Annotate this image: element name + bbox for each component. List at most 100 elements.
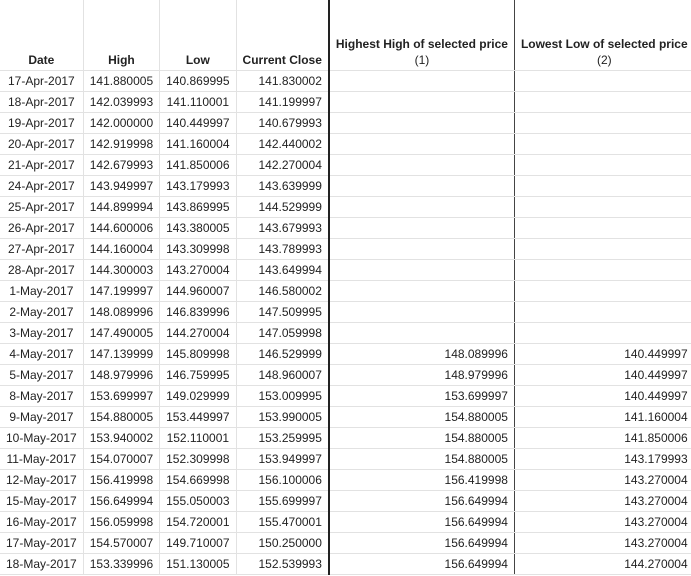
cell-low[interactable]: 140.869995 — [159, 70, 237, 92]
cell-highest-high[interactable] — [328, 196, 515, 218]
cell-close[interactable]: 142.440002 — [236, 133, 330, 155]
cell-highest-high[interactable] — [328, 322, 515, 344]
header-highest-high[interactable]: Highest High of selected price (1) — [328, 0, 515, 71]
cell-lowest-low[interactable] — [514, 70, 691, 92]
cell-highest-high[interactable]: 156.649994 — [328, 553, 515, 575]
cell-lowest-low[interactable] — [514, 91, 691, 113]
cell-close[interactable]: 153.949997 — [236, 448, 330, 470]
cell-date[interactable]: 4-May-2017 — [0, 343, 84, 365]
cell-lowest-low[interactable] — [514, 322, 691, 344]
cell-close[interactable]: 152.539993 — [236, 553, 330, 575]
cell-highest-high[interactable] — [328, 301, 515, 323]
cell-lowest-low[interactable] — [514, 217, 691, 239]
cell-highest-high[interactable]: 154.880005 — [328, 448, 515, 470]
header-close[interactable]: Current Close — [236, 0, 330, 71]
cell-high[interactable]: 142.679993 — [83, 154, 161, 176]
cell-date[interactable]: 17-Apr-2017 — [0, 70, 84, 92]
cell-high[interactable]: 154.570007 — [83, 532, 161, 554]
cell-date[interactable]: 9-May-2017 — [0, 406, 84, 428]
cell-low[interactable]: 143.179993 — [159, 175, 237, 197]
cell-close[interactable]: 150.250000 — [236, 532, 330, 554]
cell-lowest-low[interactable]: 141.160004 — [514, 406, 691, 428]
cell-high[interactable]: 148.089996 — [83, 301, 161, 323]
cell-highest-high[interactable]: 153.699997 — [328, 385, 515, 407]
cell-close[interactable]: 140.679993 — [236, 112, 330, 134]
cell-close[interactable]: 153.990005 — [236, 406, 330, 428]
cell-date[interactable]: 26-Apr-2017 — [0, 217, 84, 239]
cell-highest-high[interactable] — [328, 91, 515, 113]
cell-highest-high[interactable] — [328, 175, 515, 197]
cell-date[interactable]: 21-Apr-2017 — [0, 154, 84, 176]
cell-high[interactable]: 147.490005 — [83, 322, 161, 344]
cell-high[interactable]: 142.919998 — [83, 133, 161, 155]
cell-lowest-low[interactable]: 140.449997 — [514, 343, 691, 365]
cell-date[interactable]: 11-May-2017 — [0, 448, 84, 470]
cell-close[interactable]: 146.529999 — [236, 343, 330, 365]
cell-highest-high[interactable]: 154.880005 — [328, 427, 515, 449]
cell-close[interactable]: 142.270004 — [236, 154, 330, 176]
cell-close[interactable]: 147.059998 — [236, 322, 330, 344]
cell-high[interactable]: 153.339996 — [83, 553, 161, 575]
cell-low[interactable]: 141.110001 — [159, 91, 237, 113]
header-date[interactable]: Date — [0, 0, 84, 71]
cell-high[interactable]: 142.000000 — [83, 112, 161, 134]
cell-low[interactable]: 143.869995 — [159, 196, 237, 218]
cell-lowest-low[interactable]: 143.270004 — [514, 532, 691, 554]
cell-lowest-low[interactable] — [514, 238, 691, 260]
cell-date[interactable]: 16-May-2017 — [0, 511, 84, 533]
cell-low[interactable]: 144.960007 — [159, 280, 237, 302]
cell-high[interactable]: 147.139999 — [83, 343, 161, 365]
cell-high[interactable]: 153.940002 — [83, 427, 161, 449]
cell-close[interactable]: 155.699997 — [236, 490, 330, 512]
cell-date[interactable]: 25-Apr-2017 — [0, 196, 84, 218]
cell-high[interactable]: 154.880005 — [83, 406, 161, 428]
cell-close[interactable]: 143.639999 — [236, 175, 330, 197]
cell-low[interactable]: 146.839996 — [159, 301, 237, 323]
cell-date[interactable]: 12-May-2017 — [0, 469, 84, 491]
cell-date[interactable]: 3-May-2017 — [0, 322, 84, 344]
cell-highest-high[interactable]: 156.419998 — [328, 469, 515, 491]
cell-low[interactable]: 149.710007 — [159, 532, 237, 554]
cell-lowest-low[interactable] — [514, 196, 691, 218]
cell-high[interactable]: 142.039993 — [83, 91, 161, 113]
cell-low[interactable]: 146.759995 — [159, 364, 237, 386]
cell-date[interactable]: 18-Apr-2017 — [0, 91, 84, 113]
cell-close[interactable]: 153.259995 — [236, 427, 330, 449]
cell-date[interactable]: 1-May-2017 — [0, 280, 84, 302]
cell-highest-high[interactable] — [328, 259, 515, 281]
cell-lowest-low[interactable] — [514, 175, 691, 197]
cell-low[interactable]: 152.309998 — [159, 448, 237, 470]
cell-highest-high[interactable]: 154.880005 — [328, 406, 515, 428]
cell-close[interactable]: 147.509995 — [236, 301, 330, 323]
cell-high[interactable]: 144.160004 — [83, 238, 161, 260]
cell-date[interactable]: 17-May-2017 — [0, 532, 84, 554]
cell-lowest-low[interactable] — [514, 154, 691, 176]
cell-close[interactable]: 156.100006 — [236, 469, 330, 491]
cell-low[interactable]: 143.380005 — [159, 217, 237, 239]
cell-highest-high[interactable]: 148.089996 — [328, 343, 515, 365]
cell-high[interactable]: 143.949997 — [83, 175, 161, 197]
cell-date[interactable]: 15-May-2017 — [0, 490, 84, 512]
cell-low[interactable]: 153.449997 — [159, 406, 237, 428]
cell-high[interactable]: 156.059998 — [83, 511, 161, 533]
cell-low[interactable]: 154.720001 — [159, 511, 237, 533]
cell-low[interactable]: 144.270004 — [159, 322, 237, 344]
cell-close[interactable]: 155.470001 — [236, 511, 330, 533]
cell-highest-high[interactable]: 156.649994 — [328, 532, 515, 554]
cell-close[interactable]: 146.580002 — [236, 280, 330, 302]
cell-lowest-low[interactable]: 143.270004 — [514, 469, 691, 491]
cell-high[interactable]: 144.600006 — [83, 217, 161, 239]
cell-highest-high[interactable] — [328, 238, 515, 260]
cell-highest-high[interactable] — [328, 112, 515, 134]
cell-date[interactable]: 5-May-2017 — [0, 364, 84, 386]
cell-close[interactable]: 148.960007 — [236, 364, 330, 386]
cell-lowest-low[interactable]: 140.449997 — [514, 385, 691, 407]
cell-lowest-low[interactable]: 140.449997 — [514, 364, 691, 386]
cell-high[interactable]: 147.199997 — [83, 280, 161, 302]
cell-low[interactable]: 155.050003 — [159, 490, 237, 512]
cell-lowest-low[interactable]: 143.270004 — [514, 511, 691, 533]
cell-highest-high[interactable]: 156.649994 — [328, 511, 515, 533]
cell-date[interactable]: 20-Apr-2017 — [0, 133, 84, 155]
cell-low[interactable]: 154.669998 — [159, 469, 237, 491]
cell-low[interactable]: 143.270004 — [159, 259, 237, 281]
